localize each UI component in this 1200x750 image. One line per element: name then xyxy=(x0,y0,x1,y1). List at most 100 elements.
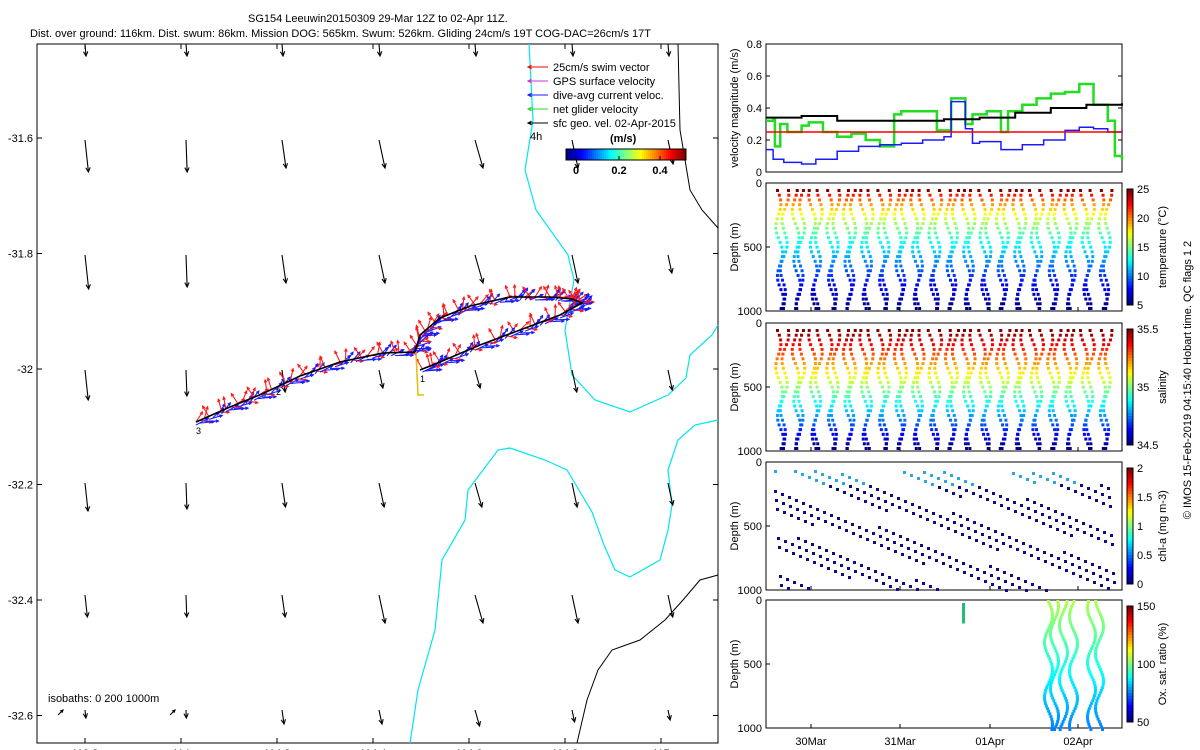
depth-colorbar: 150 100 50 Ox. sat. ratio (%) xyxy=(1126,601,1169,729)
cbar-cell xyxy=(572,149,575,160)
swim-vector xyxy=(266,376,273,390)
cbar-cell xyxy=(586,149,589,160)
depth-colorbar: 25 20 15 10 5 temperature (°C) xyxy=(1126,184,1169,312)
current-vector xyxy=(454,353,470,360)
swim-vector xyxy=(390,340,396,353)
x-tick-02apr: 02Apr xyxy=(1063,736,1093,748)
swim-vector xyxy=(461,295,466,310)
geo-arrow xyxy=(279,43,286,58)
current-vector xyxy=(443,317,460,321)
depth-cbar-tick: 1 xyxy=(1137,521,1143,533)
swim-vector xyxy=(415,324,420,338)
current-vector xyxy=(524,325,540,332)
geo-arrow xyxy=(474,369,482,390)
track-marker-2: 2 xyxy=(276,387,281,397)
depth-cbar-tick: 150 xyxy=(1137,601,1155,613)
legend-label: GPS surface velocity xyxy=(553,76,656,88)
depth-cbar-tick: 10 xyxy=(1137,271,1149,283)
current-vector xyxy=(299,373,315,380)
cbar-cell xyxy=(644,149,647,160)
geo-arrow xyxy=(571,594,580,625)
velocity-ticks: 0 0.2 0.4 0.6 0.8 xyxy=(747,39,1122,179)
velocity-panel: 0 0.2 0.4 0.6 0.8 velocity magnitude (m/s) xyxy=(729,39,1124,179)
geostrophic-arrows xyxy=(82,43,675,728)
velocity-y-tick: 0.6 xyxy=(747,71,762,83)
cbar-cell xyxy=(630,149,633,160)
geo-arrow xyxy=(84,594,90,619)
current-vector xyxy=(581,295,593,307)
geo-arrow xyxy=(667,482,675,507)
glider-track: 3 2 1 xyxy=(195,283,596,436)
cbar-cell xyxy=(616,149,619,160)
map-x-tick: 114.6 xyxy=(456,748,483,750)
depth-ylabel: Depth (m) xyxy=(729,223,741,272)
depth-y-tick: 0 xyxy=(756,457,762,469)
depth-cbar-label: chl-a (mg m-3) xyxy=(1157,490,1169,562)
depth-panel-4: 0 500 1000 Depth (m) 150 100 50 Ox. sat. ratio … xyxy=(729,595,1169,735)
current-vector xyxy=(208,414,224,420)
map-y-tick: -32 xyxy=(17,364,33,376)
cbar-cell xyxy=(668,149,671,160)
cbar-cell xyxy=(568,149,571,160)
cbar-cell xyxy=(682,149,685,160)
swim-vector xyxy=(452,298,460,311)
isobaths-label: isobaths: 0 200 1000m xyxy=(48,693,159,705)
swim-vector xyxy=(241,389,248,403)
geo-arrow xyxy=(183,709,189,720)
depth-y-tick: 1000 xyxy=(738,446,762,458)
depth-colorbar: 35.5 35 34.5 salinity xyxy=(1126,324,1169,452)
depth-dots xyxy=(774,189,1114,310)
geo-arrow xyxy=(378,482,386,509)
swim-vector xyxy=(230,392,239,405)
geo-arrow xyxy=(666,709,672,722)
depth-dots xyxy=(774,470,1116,592)
cbar-cell xyxy=(634,149,637,160)
current-vector xyxy=(233,406,250,411)
cbar-cell xyxy=(674,149,677,160)
swim-vector xyxy=(557,301,566,313)
geo-arrow xyxy=(84,369,91,402)
cbar-cell xyxy=(624,149,627,160)
swim-vector xyxy=(543,285,551,298)
cbar-cell xyxy=(628,149,631,160)
cbar-cell xyxy=(684,149,687,160)
swim-vector xyxy=(553,303,558,317)
swim-vector xyxy=(528,312,533,327)
swim-vector xyxy=(499,324,504,338)
cbar-cell xyxy=(650,149,653,160)
current-vector xyxy=(570,305,586,313)
depth-panel-1: 0 500 1000 Depth (m) 25 20 15 10 5 temperature (°… xyxy=(729,178,1169,318)
velocity-y-tick: 0.2 xyxy=(747,135,762,147)
track-line xyxy=(195,296,584,423)
cbar-cell xyxy=(574,149,577,160)
depth-cbar-tick: 5 xyxy=(1137,300,1143,312)
isobath-lines xyxy=(409,43,719,744)
depth-cbar-tick: 20 xyxy=(1137,213,1149,225)
cbar-cell xyxy=(646,149,649,160)
geo-arrow xyxy=(84,254,91,291)
swim-vector xyxy=(469,296,479,307)
track-marker-1: 1 xyxy=(420,374,425,384)
swim-vector xyxy=(489,288,496,301)
current-vector xyxy=(309,362,319,376)
cbar-cell xyxy=(664,149,667,160)
legend-arrow xyxy=(526,92,548,98)
copyright-note: © IMOS 15-Feb-2019 04:15:40 Hobart time.… xyxy=(1182,241,1194,519)
swim-vector xyxy=(403,341,412,353)
geo-arrow xyxy=(281,139,289,170)
depth-y-tick: 0 xyxy=(756,318,762,330)
map-x-tick: 115 xyxy=(652,748,670,750)
depth-y-tick: 500 xyxy=(744,659,762,671)
current-vector xyxy=(386,344,397,357)
cbar-cell xyxy=(578,149,581,160)
cbar-tick: 0 xyxy=(573,165,579,177)
swim-vector xyxy=(425,353,431,367)
geo-arrow xyxy=(183,594,190,619)
cbar-cell xyxy=(678,149,681,160)
swim-vector xyxy=(289,367,295,381)
swim-vector xyxy=(418,339,432,344)
current-vector xyxy=(549,319,566,323)
geo-arrow xyxy=(472,43,479,58)
cbar-cell xyxy=(584,149,587,160)
legend-label: 25cm/s swim vector xyxy=(553,62,650,74)
